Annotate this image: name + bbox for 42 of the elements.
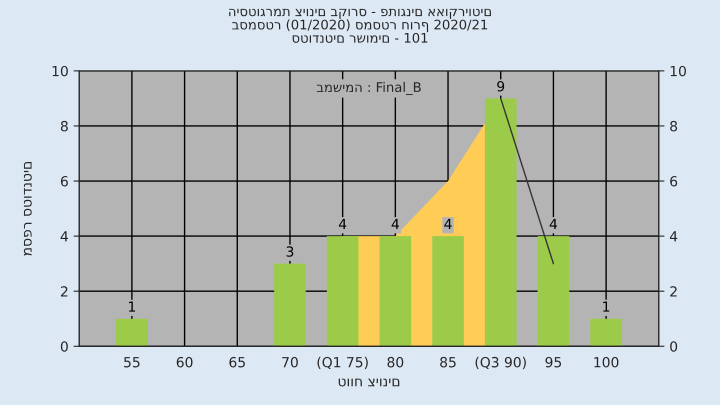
bar <box>538 236 570 346</box>
y2-tick-label: 2 <box>670 286 677 296</box>
y-tick-label: 6 <box>60 176 68 187</box>
y2-tick-label: 6 <box>670 176 678 187</box>
bar <box>432 236 464 346</box>
x-tick-label: (Q1 75) <box>318 356 368 370</box>
data-label: 1 <box>603 302 610 312</box>
y-tick-label: 0 <box>60 341 68 352</box>
y2-tick-label: 8 <box>670 120 678 132</box>
bar <box>274 264 306 346</box>
bar <box>326 236 358 346</box>
data-label: 4 <box>550 218 558 230</box>
bar <box>116 318 148 346</box>
data-label: 4 <box>444 218 452 230</box>
x-tick-label: 60 <box>176 356 192 368</box>
bar <box>484 98 517 346</box>
x-tick-label: 70 <box>282 356 298 368</box>
x-tick-label: 55 <box>124 357 140 368</box>
x-tick-label: 85 <box>440 356 456 368</box>
y-tick-label: 8 <box>60 120 68 132</box>
x-tick-label: 95 <box>545 356 562 368</box>
y2-tick-label: 4 <box>670 231 678 242</box>
bar <box>590 318 622 346</box>
data-label: 9 <box>497 81 504 92</box>
y2-tick-label: 0 <box>670 341 678 352</box>
annotation: במשימה : Final_B <box>316 82 421 96</box>
data-label: 4 <box>392 218 399 230</box>
data-label: 4 <box>338 218 346 230</box>
y-axis-title: מספר סטודנטים <box>24 162 32 256</box>
y2-tick-label: 10 <box>670 66 686 76</box>
x-tick-label: 65 <box>229 356 245 368</box>
chart-title: היסטוגרמת ציונים בקורס - פתוגנים אאוקריוטים בסמסטר (01/2020) סמסטר חורף 2020/21 סטודנטים רשומים - 101 <box>229 8 491 43</box>
y-tick-label: 2 <box>60 286 68 296</box>
y-tick-label: 10 <box>52 66 68 76</box>
bar <box>380 236 412 346</box>
data-label: 3 <box>286 246 294 257</box>
x-tick-label: 80 <box>387 356 404 368</box>
y-tick-label: 4 <box>60 231 68 242</box>
x-tick-label: 100 <box>594 356 618 368</box>
x-tick-label: (Q3 90) <box>476 356 526 370</box>
x-axis-title: טווח ציונים <box>338 378 400 386</box>
data-label: 1 <box>129 302 136 312</box>
